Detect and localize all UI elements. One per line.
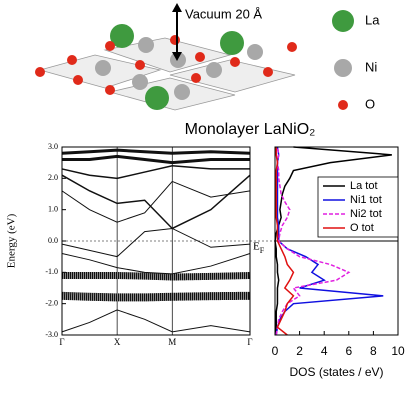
o-atom (67, 55, 77, 65)
ni-atom (132, 74, 148, 90)
o-atom (105, 41, 115, 51)
structure (35, 3, 297, 111)
o-atom (35, 67, 45, 77)
y-tick-label: -3.0 (45, 330, 58, 339)
x-tick-label: 10 (391, 344, 405, 358)
o-atom (105, 85, 115, 95)
legend-label: O (365, 96, 375, 111)
ni-atom (174, 84, 190, 100)
x-tick-label: 8 (370, 344, 377, 358)
legend-atom (332, 10, 354, 32)
y-tick-label: 0.0 (48, 236, 58, 245)
band (61, 291, 251, 302)
vacuum-label: Vacuum 20 Å (185, 6, 262, 21)
ni-atom (138, 37, 154, 53)
band (61, 309, 251, 333)
x-tick-label: 2 (296, 344, 303, 358)
o-atom (195, 52, 205, 62)
band (61, 174, 251, 230)
ni-atom (247, 44, 263, 60)
ni-atom (206, 62, 222, 78)
ni-atom (170, 52, 186, 68)
legend-label: Ni (365, 59, 377, 74)
dos-line (275, 147, 295, 336)
x-tick-label: Γ (247, 337, 252, 347)
o-atom (135, 60, 145, 70)
title: Monolayer LaNiO₂ (185, 121, 316, 138)
dos-frame (274, 146, 399, 336)
fermi-subscript: F (260, 246, 265, 255)
legend-label: La tot (350, 180, 378, 192)
o-atom (170, 35, 180, 45)
o-atom (73, 75, 83, 85)
legend-label: Ni2 tot (350, 208, 382, 220)
la-atom (220, 31, 244, 55)
fermi-label: EF (253, 241, 265, 255)
la-atom (110, 24, 134, 48)
y-tick-label: -1.0 (45, 267, 58, 276)
band (61, 165, 250, 180)
arrow-head (172, 3, 182, 12)
x-tick-label: 4 (321, 344, 328, 358)
x-tick-label: X (114, 337, 121, 347)
y-tick-label: -2.0 (45, 298, 58, 307)
band (62, 271, 251, 281)
o-atom (191, 73, 201, 83)
band-frame (61, 146, 251, 336)
legend-atom (338, 100, 348, 110)
band (61, 148, 251, 155)
legend-atom (334, 59, 352, 77)
legend-label: O tot (350, 222, 374, 234)
legend-box (317, 176, 399, 238)
x-tick-label: M (168, 337, 176, 347)
band (61, 253, 251, 275)
band (61, 227, 251, 258)
y-tick-label: 3.0 (48, 142, 58, 151)
atoms (35, 24, 297, 110)
ni-atom (95, 60, 111, 76)
o-atom (230, 57, 240, 67)
x-tick-label: Γ (59, 337, 64, 347)
x-tick-label: 6 (345, 344, 352, 358)
band (62, 154, 250, 165)
band (61, 180, 251, 223)
x-tick-label: 0 (272, 344, 279, 358)
legend-label: Ni1 tot (350, 194, 382, 206)
y-tick-label: 2.0 (48, 173, 58, 182)
la-atom (145, 86, 169, 110)
y-axis-label: Energy (eV) (6, 213, 18, 268)
o-atom (263, 67, 273, 77)
x-axis-label: DOS (states / eV) (289, 365, 383, 379)
y-tick-label: 1.0 (48, 204, 58, 213)
o-atom (287, 42, 297, 52)
arrow-head (172, 52, 182, 61)
legend-label: La (365, 12, 380, 27)
